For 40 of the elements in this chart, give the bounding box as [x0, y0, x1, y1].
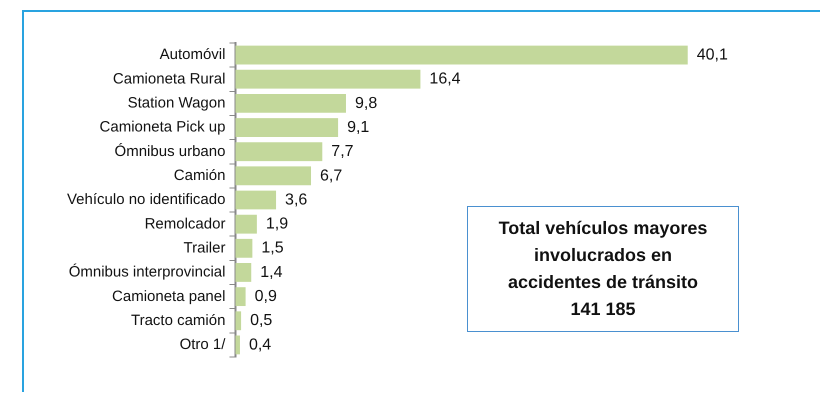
- data-label: 1,5: [261, 240, 284, 257]
- bar: [235, 287, 246, 306]
- bar: [235, 142, 322, 162]
- bar: [235, 311, 242, 330]
- y-tick-label: Remolcador: [144, 215, 226, 232]
- data-label: 16,4: [429, 70, 461, 88]
- data-label: 0,9: [254, 288, 277, 306]
- data-label: 1,4: [260, 264, 283, 281]
- y-tick-label: Camioneta Pick up: [100, 118, 226, 136]
- data-label: 6,7: [320, 167, 342, 184]
- bar: [235, 214, 257, 234]
- y-tick-label: Otro 1/: [180, 336, 226, 354]
- y-tick-label: Vehículo no identificado: [67, 191, 226, 208]
- data-label: 7,7: [331, 143, 354, 160]
- bar: [235, 166, 312, 186]
- bar: [235, 190, 276, 210]
- y-tick-label: Camioneta Rural: [112, 70, 226, 88]
- y-tick-label: Camión: [174, 166, 226, 184]
- annotation: Total vehículos mayores involucrados en accidentes de tránsito 141 185: [468, 207, 738, 331]
- bar: [235, 70, 420, 89]
- data-label: 9,1: [347, 118, 370, 136]
- data-label: 3,6: [285, 191, 308, 208]
- bar: [235, 263, 252, 282]
- y-tick-label: Trailer: [184, 239, 226, 256]
- y-tick-label: Ómnibus interprovincial: [68, 262, 226, 281]
- y-tick-label: Tracto camión: [130, 312, 226, 329]
- bar: [235, 336, 240, 354]
- data-label: 0,4: [248, 336, 272, 354]
- data-label: 1,9: [266, 216, 288, 233]
- data-label: 40,1: [696, 46, 728, 64]
- y-tick-label: Automóvil: [160, 46, 226, 64]
- data-label: 9,8: [354, 94, 378, 112]
- bar: [235, 94, 346, 113]
- y-tick-label: Station Wagon: [128, 94, 226, 112]
- data-label: 0,5: [250, 312, 272, 330]
- bar: [235, 46, 688, 64]
- y-tick-label: Ómnibus urbano: [114, 142, 226, 160]
- bar: [235, 118, 338, 137]
- y-tick-label: Camioneta panel: [112, 288, 226, 305]
- bar: [235, 238, 252, 258]
